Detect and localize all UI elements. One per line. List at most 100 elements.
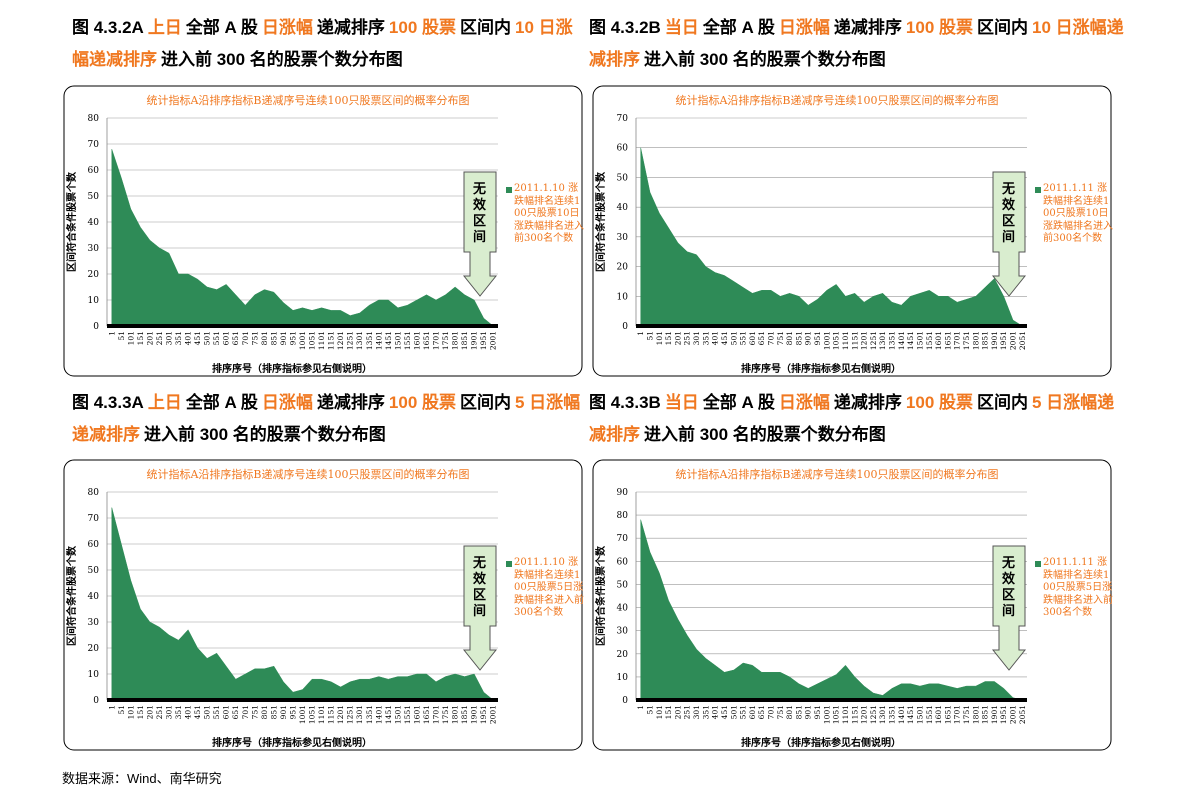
x-tick-label: 1 (636, 705, 645, 710)
x-tick-label: 1251 (869, 705, 878, 724)
heading-segment: 全部 A 股 (185, 393, 258, 412)
x-tick-label: 851 (269, 331, 278, 345)
y-tick-label: 20 (617, 263, 629, 273)
x-tick-label: 1501 (915, 705, 924, 724)
heading-segment: 区间内 (977, 393, 1028, 412)
heading-segment: 进入前 300 名的股票个数分布图 (644, 50, 886, 69)
x-tick-label: 1401 (897, 705, 906, 724)
x-tick-label: 1551 (403, 331, 412, 350)
x-tick-label: 1801 (451, 331, 460, 350)
heading-segment: 日涨幅 (261, 393, 313, 412)
heading: 图 4.3.3A 上日 全部 A 股日涨幅 递减排序 100 股票 区间内 5 日涨幅递减排… (72, 387, 584, 451)
area (640, 147, 1024, 327)
x-tick-label: 251 (683, 331, 692, 345)
x-tick-label: 1401 (374, 331, 383, 350)
x-tick-label: 801 (260, 705, 269, 719)
x-tick-label: 1901 (470, 705, 479, 724)
heading-segment: 100 股票 (388, 393, 456, 412)
x-tick-label: 1301 (355, 331, 364, 350)
x-tick-label: 801 (785, 705, 794, 719)
x-tick-label: 1451 (906, 331, 915, 350)
x-tick-label: 1901 (990, 331, 999, 350)
x-tick-label: 1051 (832, 331, 841, 350)
annotation: 无效区间 (473, 182, 487, 245)
x-tick-label: 251 (155, 705, 164, 719)
x-tick-label: 901 (804, 705, 813, 719)
x-tick-label: 1951 (479, 705, 488, 724)
x-tick-label: 551 (212, 331, 221, 345)
x-tick-label: 851 (794, 705, 803, 719)
chart-title: 统计指标A沿排序指标B递减序号连续100只股票区间的概率分布图 (675, 467, 998, 481)
x-tick-label: 1801 (971, 331, 980, 350)
x-tick-label: 851 (269, 705, 278, 719)
heading-segment: 全部 A 股 (702, 18, 775, 37)
x-tick-label: 1551 (925, 331, 934, 350)
y-tick-label: 40 (617, 604, 629, 614)
x-tick-label: 1551 (925, 705, 934, 724)
x-tick-label: 751 (776, 705, 785, 719)
y-tick-label: 10 (617, 673, 629, 683)
heading-segment: 区间内 (977, 18, 1028, 37)
legend-swatch (1035, 561, 1041, 567)
heading-segment: 5 日涨幅递减排序 (72, 393, 581, 444)
x-tick-label: 101 (655, 705, 664, 719)
legend-label: 2011.1.11 涨跌幅排名连续100只股票10日涨跌幅排名进入前300名个数 (1043, 183, 1113, 245)
x-tick-label: 951 (288, 331, 297, 345)
y-tick-label: 70 (88, 140, 100, 150)
y-tick-label: 0 (622, 696, 628, 706)
x-tick-label: 1251 (346, 705, 355, 724)
y-tick-label: 50 (617, 173, 629, 183)
x-tick-label: 1701 (432, 705, 441, 724)
x-tick-label: 2001 (1009, 705, 1018, 724)
x-tick-label: 451 (720, 331, 729, 345)
x-tick-label: 701 (766, 705, 775, 719)
x-tick-label: 751 (776, 331, 785, 345)
heading-segment: 图 4.3.2B (589, 18, 661, 37)
x-tick-label: 1301 (878, 331, 887, 350)
x-tick-label: 1001 (822, 705, 831, 724)
x-tick-label: 951 (813, 331, 822, 345)
x-tick-label: 1851 (981, 705, 990, 724)
x-tick-label: 101 (655, 331, 664, 345)
x-tick-label: 1751 (441, 331, 450, 350)
heading-segment: 全部 A 股 (702, 393, 775, 412)
y-tick-label: 80 (88, 488, 100, 498)
area (111, 149, 494, 327)
x-tick-label: 2051 (1018, 705, 1027, 724)
heading-segment: 5 日涨幅递减排序 (589, 393, 1115, 444)
x-tick-label: 1351 (365, 331, 374, 350)
x-tick-label: 301 (692, 705, 701, 719)
x-tick-label: 1351 (365, 705, 374, 724)
x-tick-label: 1601 (934, 331, 943, 350)
y-tick-label: 60 (88, 166, 100, 176)
heading-segment: 日涨幅 (778, 18, 830, 37)
x-tick-label: 701 (241, 331, 250, 345)
x-tick-label: 651 (757, 705, 766, 719)
x-tick-label: 701 (766, 331, 775, 345)
x-tick-label: 1701 (953, 331, 962, 350)
heading-segment: 100 股票 (388, 18, 456, 37)
heading-segment: 日涨幅 (778, 393, 830, 412)
x-tick-label: 1 (107, 705, 116, 710)
x-tick-label: 501 (203, 331, 212, 345)
y-tick-label: 30 (88, 618, 100, 628)
chart-title: 统计指标A沿排序指标B递减序号连续100只股票区间的概率分布图 (675, 93, 998, 107)
x-tick-label: 351 (701, 331, 710, 345)
x-tick-label: 1201 (860, 331, 869, 350)
heading-segment: 上日 (147, 18, 182, 37)
x-tick-label: 1151 (850, 331, 859, 350)
x-tick-label: 801 (785, 331, 794, 345)
x-tick-label: 501 (203, 705, 212, 719)
y-axis-label: 区间符合条件股票个数 (594, 545, 607, 646)
x-tick-label: 601 (748, 331, 757, 345)
annotation-arrow (991, 545, 1027, 671)
y-tick-label: 60 (617, 144, 629, 154)
chart-title: 统计指标A沿排序指标B递减序号连续100只股票区间的概率分布图 (146, 467, 469, 481)
panel-frame (592, 459, 1112, 751)
x-tick-label: 1851 (981, 331, 990, 350)
x-tick-label: 1151 (327, 331, 336, 350)
x-tick-label: 1451 (384, 331, 393, 350)
heading-segment: 进入前 300 名的股票个数分布图 (161, 50, 403, 69)
x-axis-label: 排序序号（排序指标参见右侧说明） (741, 736, 901, 749)
x-tick-label: 1751 (441, 705, 450, 724)
